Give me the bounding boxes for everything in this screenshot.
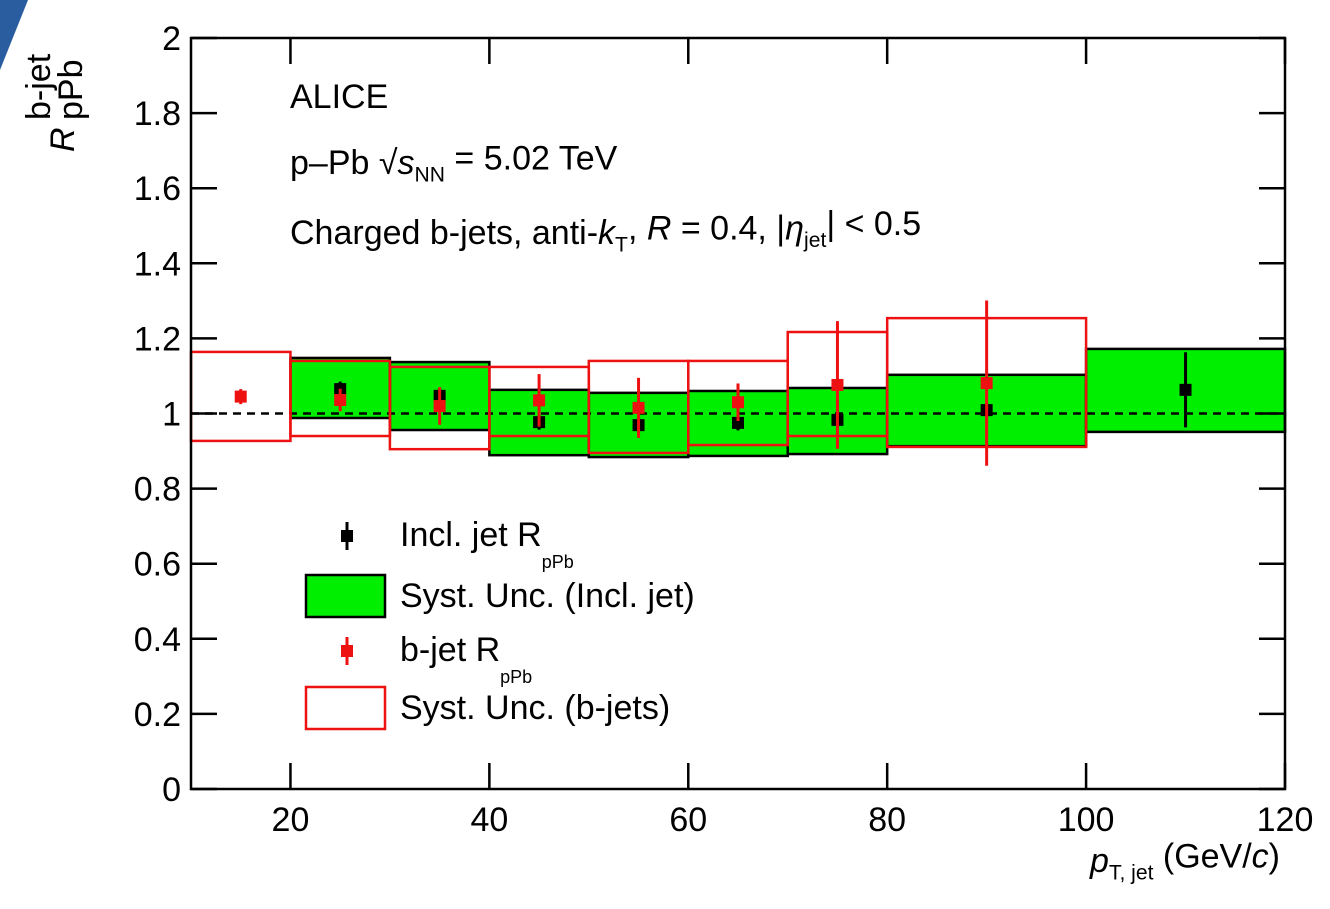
data-point [334, 393, 347, 406]
legend-sub: pPb [500, 667, 532, 687]
x-tick-label: 100 [1058, 801, 1115, 839]
y-label-main: R [44, 127, 82, 152]
y-tick-label: 0 [162, 771, 181, 809]
x-tick-label: 40 [470, 801, 508, 839]
y-tick-label: 0.4 [134, 621, 181, 659]
y-tick-label: 0.6 [134, 546, 181, 584]
text-part: | < 0.5 [826, 205, 921, 243]
text-part: s [398, 144, 415, 182]
data-point [980, 377, 993, 390]
y-label-sup: b-jet [20, 53, 58, 120]
y-tick-label: 1.6 [134, 170, 181, 208]
text-part: k [598, 214, 617, 252]
legend-marker [341, 645, 353, 657]
annotation: p–Pb √sNN = 5.02 TeV [290, 139, 618, 186]
text-part: , [628, 209, 647, 247]
y-axis-label: R b-jet pPb [20, 53, 90, 152]
legend-marker [341, 530, 353, 542]
y-tick-label: 1.2 [134, 320, 181, 358]
text-part: p–Pb [290, 144, 379, 182]
data-point [1179, 383, 1192, 396]
y-tick-label: 0.8 [134, 471, 181, 509]
data-point [533, 394, 546, 407]
text-part: jet [803, 229, 826, 252]
data-point [234, 390, 247, 403]
text-part: = 5.02 TeV [445, 139, 618, 177]
text-part: ) [1269, 837, 1280, 875]
legend-box [304, 685, 387, 731]
x-tick-label: 120 [1257, 801, 1314, 839]
x-tick-label: 80 [868, 801, 906, 839]
y-tick-label: 1.4 [134, 245, 181, 283]
text-part: NN [415, 163, 445, 186]
legend-box [304, 573, 387, 619]
y-tick-label: 2 [162, 20, 181, 58]
legend-sub: pPb [542, 552, 574, 572]
legend-label: Syst. Unc. (b-jets) [400, 689, 670, 727]
text-part: p [1089, 842, 1109, 880]
legend-text: Incl. jet R [400, 516, 542, 554]
x-tick-label: 20 [272, 801, 310, 839]
data-point [831, 378, 844, 391]
text-part: R [647, 209, 672, 247]
data-point [632, 401, 645, 414]
text-part: = 0.4, | [671, 209, 785, 247]
text-part: T [615, 233, 628, 256]
text-part: η [785, 209, 804, 247]
y-label-sub: pPb [52, 60, 90, 121]
annotation: ALICE [290, 78, 388, 116]
annotation: Charged b-jets, anti-kT, R = 0.4, |ηjet|… [290, 205, 921, 256]
x-tick-label: 60 [669, 801, 707, 839]
legend-label: Incl. jet RpPb [400, 516, 574, 572]
y-tick-label: 1 [162, 396, 181, 434]
text-part: Charged b-jets, anti- [290, 214, 598, 252]
legend-label: Syst. Unc. (Incl. jet) [400, 577, 695, 615]
legend-label: b-jet RpPb [400, 631, 532, 687]
y-tick-label: 0.2 [134, 696, 181, 734]
text-part: √ [379, 144, 398, 182]
text-part: c [1252, 837, 1269, 875]
corner-decoration [0, 0, 28, 70]
y-tick-label: 1.8 [134, 95, 181, 133]
text-part: (GeV/ [1153, 837, 1252, 875]
x-axis-label: pT, jet (GeV/c) [1089, 837, 1280, 884]
data-point [732, 396, 744, 409]
data-point [732, 416, 744, 429]
text-part: T, jet [1109, 861, 1154, 884]
legend-text: b-jet R [400, 631, 500, 669]
text-part: ALICE [290, 78, 388, 116]
data-point [433, 399, 446, 412]
